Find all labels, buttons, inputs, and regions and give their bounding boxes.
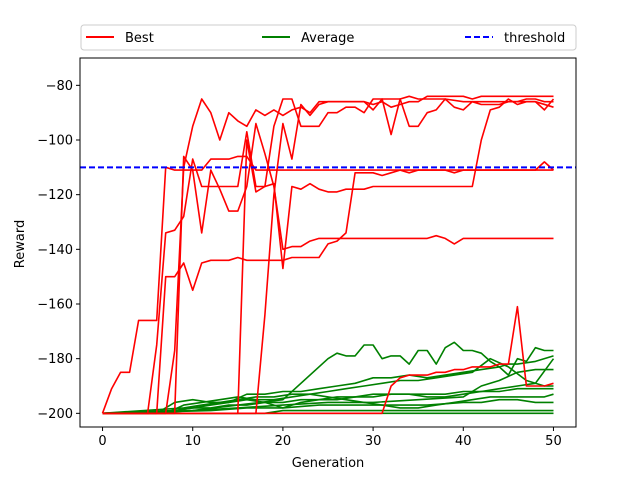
- average-line-10: [102, 358, 555, 415]
- best-line-5: [102, 122, 554, 415]
- legend-frame: [80, 24, 577, 51]
- y-tick-label--200: −200: [37, 407, 73, 422]
- average-line-9: [102, 409, 554, 415]
- plot-frame: [79, 57, 577, 428]
- legend-average-label: Average: [301, 31, 354, 46]
- best-line-8: [102, 305, 554, 415]
- series-lines: [80, 95, 576, 415]
- best-line-2: [102, 95, 554, 415]
- y-tick-label--80: −80: [46, 79, 73, 94]
- legend-threshold-label: threshold: [504, 31, 565, 46]
- average-line-2: [102, 355, 554, 415]
- average-line-3: [102, 357, 554, 415]
- axes: 0 10 20 30 40 50 −200 −180 −160 −140 −120 −100 −80: [37, 57, 577, 449]
- y-tick-label--160: −160: [37, 298, 73, 313]
- x-tick-label-20: 20: [275, 434, 292, 449]
- x-tick-label-30: 30: [365, 434, 382, 449]
- x-axis-label: Generation: [292, 456, 365, 471]
- x-tick-label-0: 0: [98, 434, 106, 449]
- y-axis-label: Reward: [13, 220, 28, 268]
- x-tick-label-50: 50: [545, 434, 562, 449]
- y-tick-label--100: −100: [37, 134, 73, 149]
- y-tick-label--120: −120: [37, 188, 73, 203]
- average-line-1: [102, 341, 554, 415]
- x-tick-label-40: 40: [455, 434, 472, 449]
- legend: Best Average threshold: [80, 24, 577, 51]
- best-line-7: [102, 98, 554, 415]
- best-line-6: [102, 98, 555, 415]
- legend-best-label: Best: [125, 31, 154, 46]
- plot-area: [80, 95, 576, 415]
- best-line-3: [102, 169, 554, 415]
- y-tick-label--140: −140: [37, 243, 73, 258]
- x-tick-label-10: 10: [184, 434, 201, 449]
- average-line-7: [102, 398, 554, 415]
- y-tick-label--180: −180: [37, 352, 73, 367]
